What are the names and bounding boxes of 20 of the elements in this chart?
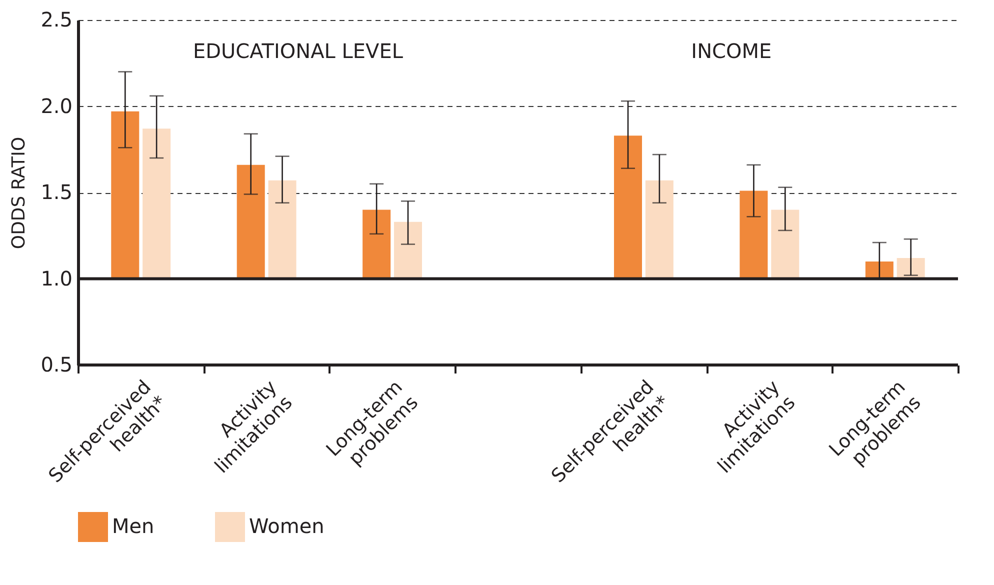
legend-label: Women: [249, 514, 324, 538]
bar: [142, 128, 171, 279]
bar: [362, 210, 391, 279]
bar: [614, 136, 642, 279]
bar: [771, 210, 800, 279]
bar: [740, 190, 768, 279]
y-axis-title: ODDS RATIO: [8, 136, 30, 250]
bar: [268, 180, 296, 279]
y-tick-label: 1.5: [40, 180, 72, 204]
y-tick-label: 1.0: [40, 266, 72, 290]
annotation: EDUCATIONAL LEVEL: [192, 39, 404, 63]
y-tick-label: 2.0: [40, 94, 72, 118]
y-tick-label: 0.5: [40, 352, 72, 376]
y-tick-label: 2.5: [40, 8, 72, 32]
bar: [111, 111, 140, 279]
annotation: INCOME: [691, 39, 772, 63]
legend-label: Men: [112, 514, 154, 538]
bar: [645, 180, 674, 279]
bar: [236, 164, 265, 279]
bar: [394, 222, 422, 279]
